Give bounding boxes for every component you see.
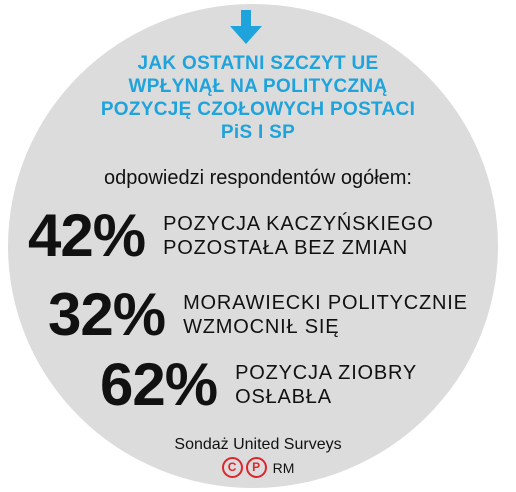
result-label-line: POZOSTAŁA BEZ ZMIAN [163,237,408,259]
percentage-value: 62% [100,351,218,418]
headline-line: JAK OSTATNI SZCZYT UE [137,53,379,74]
result-label-line: POZYCJA KACZYŃSKIEGO [163,213,434,235]
result-row-kaczynski: 42% POZYCJA KACZYŃSKIEGO POZOSTAŁA BEZ Z… [28,206,434,266]
source-note: Sondaż United Surveys [174,436,342,453]
result-label: MORAWIECKI POLITYCZNIE WZMOCNIŁ SIĘ [183,291,468,339]
percentage-value: 32% [48,281,166,348]
subtitle: odpowiedzi respondentów ogółem: [104,167,412,189]
result-label: POZYCJA ZIOBRY OSŁABŁA [235,361,417,409]
headline: JAK OSTATNI SZCZYT UE WPŁYNĄŁ NA POLITYC… [60,52,456,144]
percentage-value: 42% [28,202,146,269]
author-initials: RM [272,459,295,476]
result-label-line: POZYCJA ZIOBRY [235,362,418,384]
headline-line: POZYCJĘ CZOŁOWYCH POSTACI [100,99,416,120]
copyright-c-icon: C [221,457,243,478]
headline-line: PiS I SP [220,122,296,143]
result-row-ziobro: 62% POZYCJA ZIOBRY OSŁABŁA [100,355,417,415]
result-label-line: MORAWIECKI POLITYCZNIE [183,292,468,314]
result-label: POZYCJA KACZYŃSKIEGO POZOSTAŁA BEZ ZMIAN [163,212,434,260]
down-arrow-icon [230,10,262,44]
headline-line: WPŁYNĄŁ NA POLITYCZNĄ [128,76,388,97]
credits: C P RM [0,457,516,478]
copyright-p-icon: P [245,457,267,478]
result-label-line: OSŁABŁA [235,386,332,408]
background-circle [8,4,498,488]
result-row-morawiecki: 32% MORAWIECKI POLITYCZNIE WZMOCNIŁ SIĘ [48,285,468,345]
result-label-line: WZMOCNIŁ SIĘ [183,316,340,338]
